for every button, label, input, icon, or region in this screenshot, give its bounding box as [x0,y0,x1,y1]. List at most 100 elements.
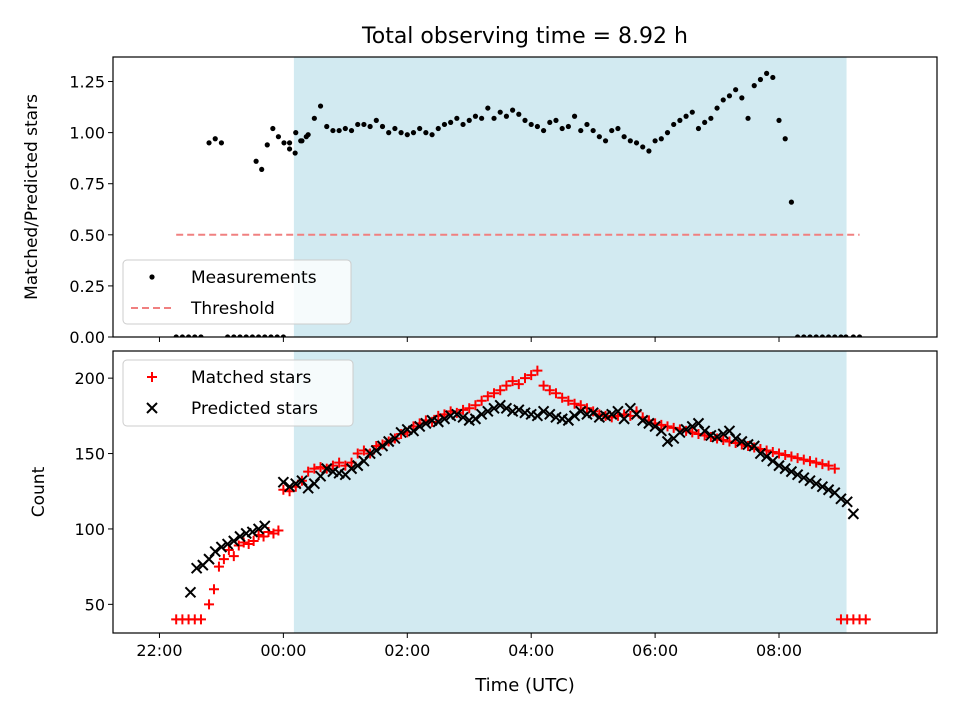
predicted-point [376,440,389,452]
matched-point [563,395,574,406]
predicted-point [674,426,686,439]
measurement-point [503,113,510,119]
measurement-point [497,109,503,115]
measurement-point [733,87,739,93]
measurement-point [466,117,472,123]
legend-box [122,259,352,325]
measurement-point [243,334,249,337]
measurement-point [255,334,262,337]
predicted-point [804,474,816,487]
y-tick-label: 1.25 [69,73,105,92]
measurement-point [286,140,293,146]
legend: Measurements Threshold [122,259,352,325]
matched-point [792,453,803,464]
matched-point [662,421,673,432]
measurement-point [392,125,398,132]
measurement-point [739,95,745,101]
measurement-point [522,117,528,123]
predicted-point [575,405,587,418]
measurement-point [671,121,677,128]
matched-point [208,584,219,595]
matched-point [520,373,530,384]
measurement-point [237,334,243,337]
measurement-point [602,138,609,144]
measurement-point [286,146,293,152]
measurement-point [571,113,578,119]
matched-point [458,404,469,415]
measurement-point [192,334,198,337]
measurement-point [510,107,516,113]
matched-point [464,403,475,414]
predicted-point [370,444,383,457]
predicted-point [618,413,630,425]
predicted-point [655,425,668,437]
measurement-point [179,334,185,337]
measurement-point [404,132,410,138]
x-tick-label: 04:00 [508,641,554,660]
measurement-point [695,125,702,132]
measurement-point [757,76,764,83]
y-tick-label: 0.00 [69,328,105,347]
measurement-point [652,138,658,144]
predicted-point [475,408,488,421]
legend-label: Matched stars [191,368,311,388]
legend-marker [149,274,155,280]
measurement-point [819,334,825,337]
matched-point [309,463,320,474]
measurement-point [274,334,280,337]
measurement-point [516,111,522,117]
measurement-point [745,115,751,121]
measurement-point [559,125,565,132]
y-axis-label: Matched/Predicted stars [22,94,42,300]
y-tick-label: 100 [74,520,105,539]
measurement-point [231,334,237,337]
measurement-point [534,123,540,130]
y-tick-label: 1.00 [69,124,105,143]
predicted-point [798,471,810,484]
predicted-point [184,586,197,598]
measurement-point [627,138,633,144]
measurement-point [367,123,373,130]
measurement-point [850,334,856,337]
measurement-point [491,115,497,121]
matched-point [334,457,345,468]
measurement-point [454,115,460,121]
matched-point [248,536,259,547]
predicted-point [469,413,482,425]
legend-label: Threshold [190,299,275,319]
measurement-point [423,130,429,136]
matched-point [213,561,224,572]
legend-label: Measurements [191,268,317,288]
measurement-point [813,334,819,337]
predicted-point [637,414,649,427]
y-tick-label: 50 [85,595,105,614]
matched-point [352,448,363,459]
predicted-point [364,447,376,460]
y-tick-label: 0.25 [69,277,105,296]
matched-point [532,365,543,376]
predicted-point [841,496,853,508]
y-tick-label: 150 [74,445,105,464]
predicted-point [221,538,234,550]
measurement-point [479,115,485,121]
predicted-point [482,405,494,418]
measurement-point [417,125,423,132]
predicted-point [246,526,259,538]
matched-point [228,551,239,562]
x-tick-label: 06:00 [632,641,678,660]
matched-point [811,457,822,468]
legend: Matched stars Predicted stars [122,359,354,427]
predicted-point [816,481,829,493]
predicted-point [785,465,798,478]
measurement-point [280,334,286,337]
y-tick-label: 0.50 [69,226,105,245]
x-tick-label: 08:00 [756,641,802,660]
predicted-point [680,423,692,436]
matched-point [860,614,871,625]
plot-area [173,70,863,337]
matched-point [557,392,568,403]
measurement-point [249,334,255,337]
measurement-point [324,123,330,130]
matched-point [705,431,716,442]
measurement-point [259,166,265,173]
